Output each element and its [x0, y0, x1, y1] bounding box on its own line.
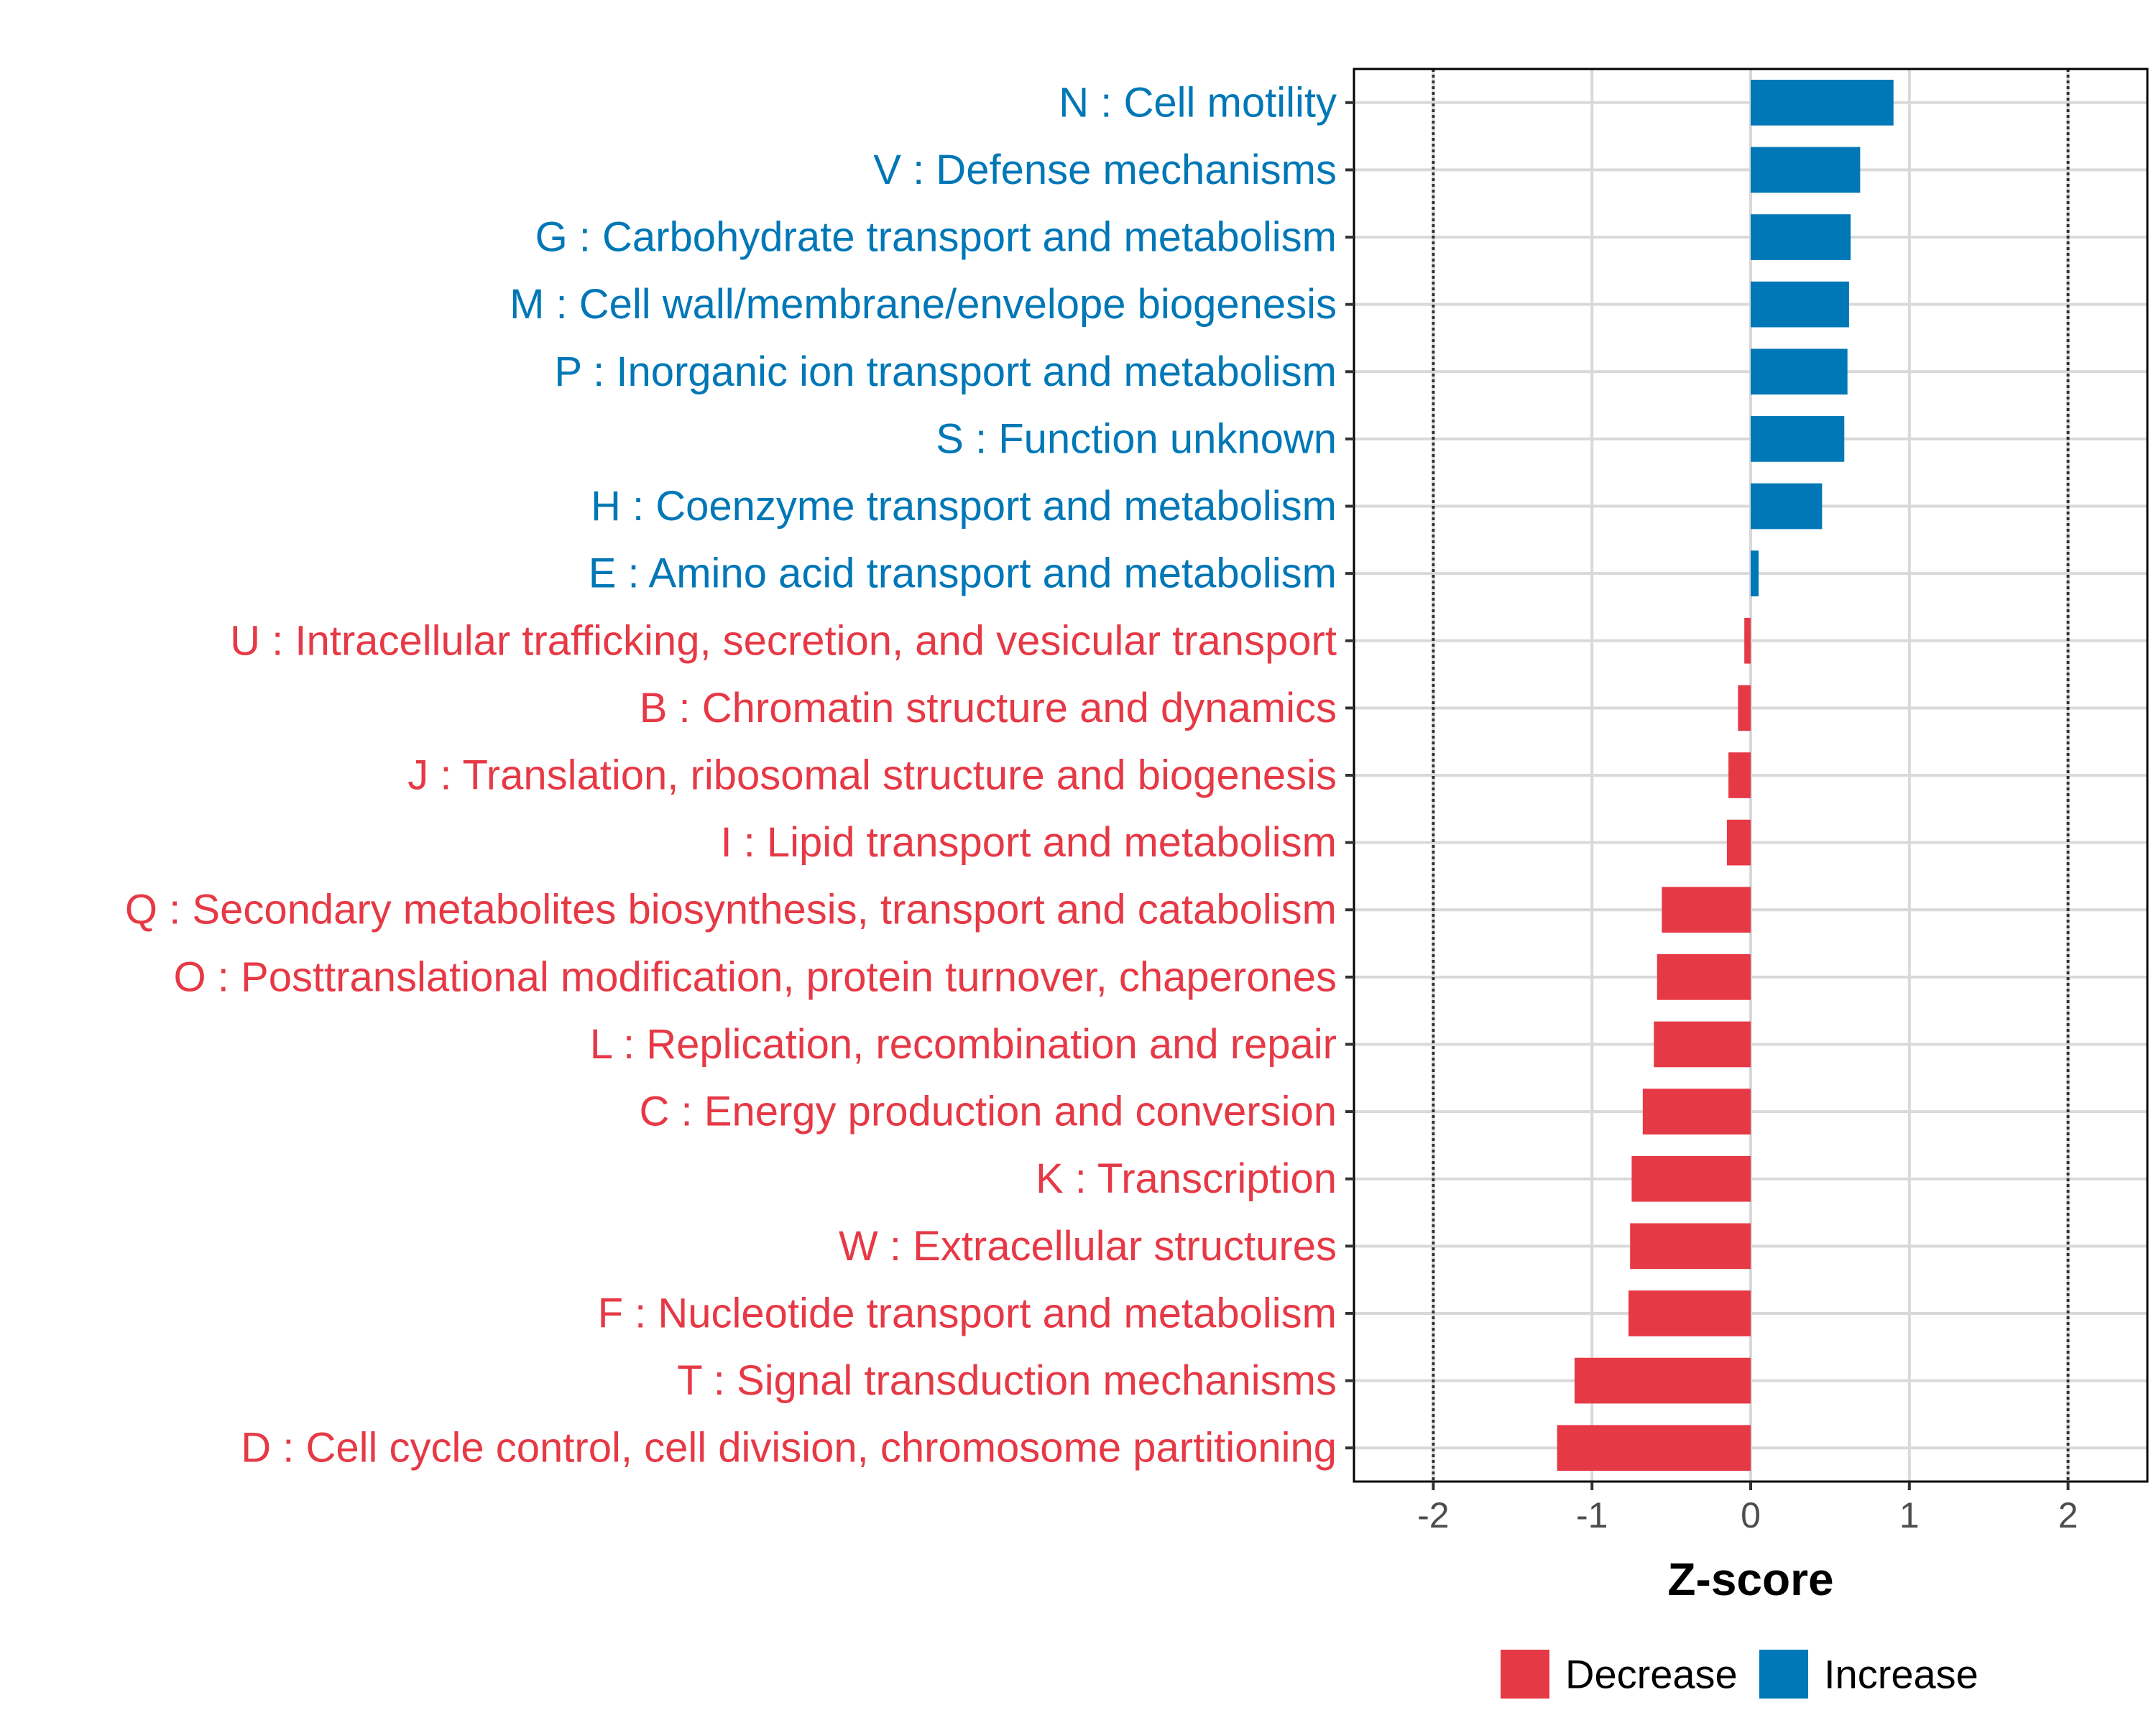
x-tick-label: -1: [1576, 1495, 1608, 1535]
category-label: U : Intracellular trafficking, secretion…: [230, 617, 1337, 664]
category-label: Q : Secondary metabolites biosynthesis, …: [125, 887, 1337, 933]
category-label: L : Replication, recombination and repai…: [590, 1021, 1337, 1068]
x-tick-label: -2: [1417, 1495, 1449, 1535]
bar[interactable]: [1654, 1021, 1751, 1068]
bar[interactable]: [1751, 550, 1759, 596]
bar[interactable]: [1751, 416, 1845, 462]
category-label: K : Transcription: [1036, 1155, 1337, 1202]
bar[interactable]: [1744, 617, 1751, 664]
bar[interactable]: [1751, 214, 1851, 260]
legend-key: [1501, 1650, 1549, 1699]
category-label: F : Nucleotide transport and metabolism: [598, 1290, 1337, 1336]
bar[interactable]: [1642, 1089, 1751, 1135]
bar[interactable]: [1574, 1357, 1751, 1404]
category-label: P : Inorganic ion transport and metaboli…: [554, 348, 1337, 395]
category-label: V : Defense mechanisms: [873, 147, 1337, 193]
bar[interactable]: [1751, 483, 1823, 530]
bar[interactable]: [1751, 281, 1849, 328]
category-label: E : Amino acid transport and metabolism: [589, 550, 1337, 597]
category-label: J : Translation, ribosomal structure and…: [407, 752, 1337, 799]
category-label: D : Cell cycle control, cell division, c…: [241, 1425, 1337, 1471]
category-label: C : Energy production and conversion: [640, 1089, 1337, 1135]
category-label: B : Chromatin structure and dynamics: [640, 685, 1337, 731]
category-label: T : Signal transduction mechanisms: [677, 1357, 1337, 1404]
legend-label: Decrease: [1565, 1652, 1738, 1697]
x-tick-label: 0: [1741, 1495, 1761, 1535]
category-label: G : Carbohydrate transport and metabolis…: [535, 214, 1337, 261]
category-label: N : Cell motility: [1059, 79, 1337, 126]
bar[interactable]: [1738, 685, 1751, 731]
bar[interactable]: [1628, 1290, 1751, 1336]
bar[interactable]: [1662, 887, 1751, 933]
category-label: O : Posttranslational modification, prot…: [174, 953, 1337, 1000]
bar[interactable]: [1726, 819, 1751, 866]
bar[interactable]: [1728, 752, 1751, 798]
bar[interactable]: [1630, 1223, 1751, 1270]
category-label: W : Extracellular structures: [839, 1223, 1337, 1270]
bar[interactable]: [1751, 79, 1894, 126]
category-label: I : Lipid transport and metabolism: [720, 819, 1337, 866]
legend-label: Increase: [1824, 1652, 1978, 1697]
bar[interactable]: [1751, 348, 1848, 395]
bar[interactable]: [1657, 954, 1751, 1000]
bar[interactable]: [1557, 1425, 1751, 1471]
bar[interactable]: [1631, 1155, 1751, 1202]
legend-key: [1759, 1650, 1808, 1699]
category-label: S : Function unknown: [936, 415, 1337, 462]
category-label: H : Coenzyme transport and metabolism: [591, 483, 1337, 530]
bar[interactable]: [1751, 147, 1861, 193]
x-tick-label: 1: [1899, 1495, 1920, 1535]
x-axis-title: Z-score: [1667, 1553, 1833, 1605]
x-tick-label: 2: [2058, 1495, 2078, 1535]
category-label: M : Cell wall/membrane/envelope biogenes…: [510, 281, 1337, 328]
